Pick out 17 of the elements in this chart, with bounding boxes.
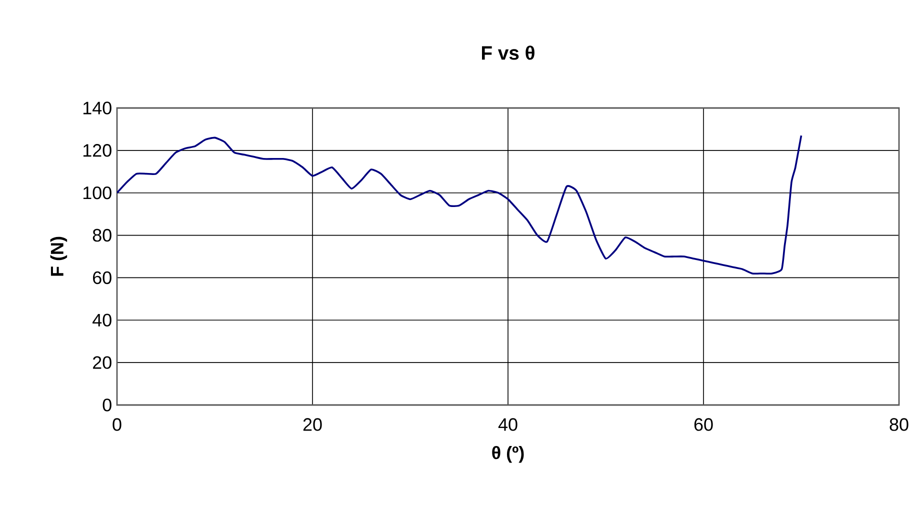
chart-title: F vs θ	[482, 46, 534, 60]
y-axis-title: F (N)	[50, 236, 68, 276]
line-series	[117, 134, 802, 274]
y-tick-label: 60	[93, 271, 112, 284]
y-tick-label: 0	[102, 398, 112, 412]
y-tick-label: 100	[83, 186, 112, 200]
x-tick-label: 40	[498, 418, 518, 431]
x-tick-label: 60	[694, 418, 713, 431]
x-tick-label: 80	[890, 418, 908, 431]
x-tick-label: 0	[112, 418, 122, 431]
y-tick-label: 140	[83, 102, 112, 114]
y-tick-label: 120	[83, 144, 112, 157]
x-axis-title: θ (º)	[492, 446, 524, 463]
y-tick-label: 20	[93, 356, 112, 369]
y-tick-label: 40	[92, 314, 112, 327]
x-tick-label: 20	[303, 418, 322, 431]
y-tick-label: 80	[92, 228, 112, 242]
